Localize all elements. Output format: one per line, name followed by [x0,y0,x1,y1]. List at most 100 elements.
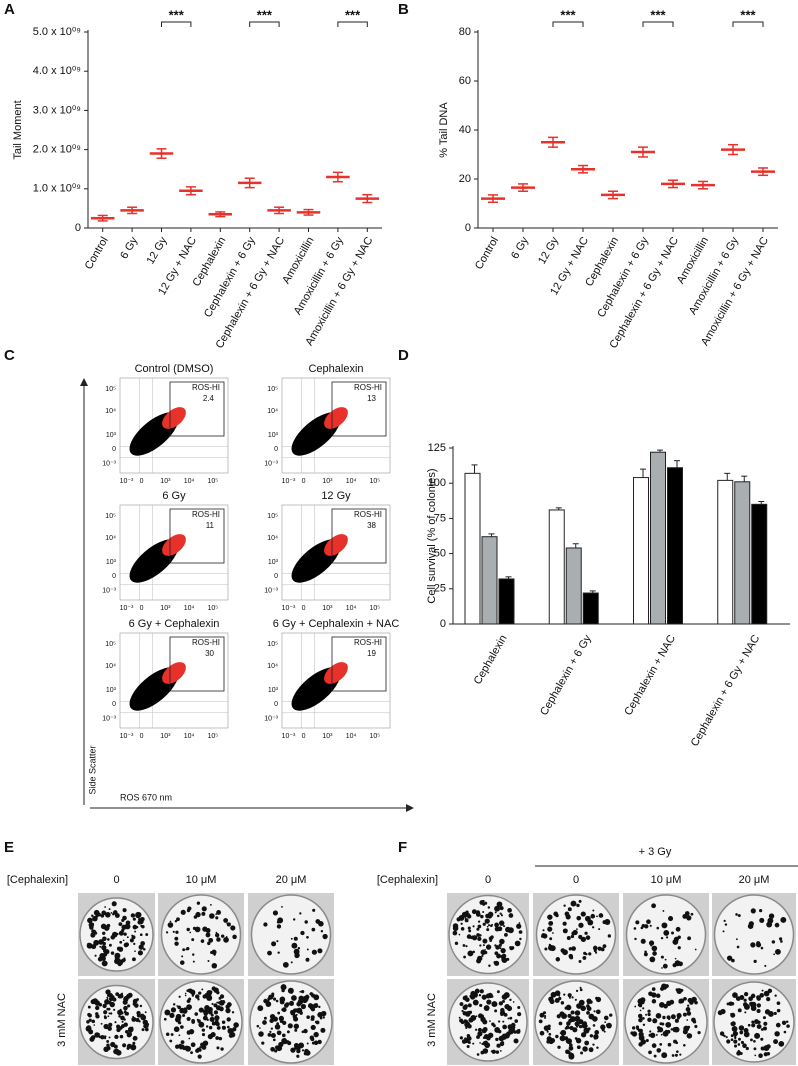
colony [100,1034,105,1040]
colony [725,1036,728,1039]
colony [644,950,647,954]
colony [739,1030,744,1035]
colony [177,1005,181,1010]
colony [481,954,484,957]
colony [169,1039,173,1043]
colony [135,925,139,929]
colony [674,1018,679,1023]
colony [661,967,663,969]
flow-x-tick: 10⁵ [370,478,381,485]
colony [480,1016,486,1023]
colony [106,996,109,999]
colony [271,941,277,947]
row-header: [Cephalexin] [7,874,68,886]
colony [228,1033,234,1038]
colony [554,990,561,996]
colony [487,911,494,918]
flow-x-tick: 10⁴ [184,733,195,740]
bar [633,477,649,625]
colony [131,1026,134,1029]
colony [588,1013,595,1020]
colony [97,956,103,962]
y-tick-label: 0 [440,618,446,630]
gate-label: ROS-HI [354,510,382,519]
colony [87,1012,91,1017]
colony [663,929,670,936]
flow-cloud-hi [162,662,186,684]
colony [181,1008,188,1014]
flow-y-tick: 10³ [268,687,279,694]
colony [452,925,459,932]
colony [125,925,129,928]
colony [760,1037,764,1041]
colony [484,901,488,905]
colony [574,1010,581,1016]
colony [737,914,741,918]
colony [100,923,107,930]
colony [565,1025,570,1030]
colony [760,946,764,950]
colony [299,1011,303,1015]
colony [221,1025,227,1030]
colony [124,995,129,1000]
colony [456,917,461,922]
colony [567,907,572,912]
flow-x-tick: 10⁻³ [282,605,296,612]
colony [484,918,490,924]
colony [592,1043,595,1046]
colony [575,1037,582,1044]
colony [466,1045,470,1049]
colony [659,1043,663,1046]
x-tick-label: Control [83,235,111,272]
x-tick-label: 6 Gy [509,235,531,262]
colony [659,1022,663,1026]
colony [660,936,664,940]
colony [188,1037,191,1040]
colony [576,903,580,908]
colony [543,1025,550,1031]
colony [488,964,491,968]
colony [676,1013,682,1019]
colony [466,1033,471,1038]
x-tick-label: 12 Gy [536,235,561,267]
colony [280,984,287,991]
flow-cloud-hi [324,407,348,429]
colony [655,1013,662,1019]
flow-x-tick: 10⁴ [346,733,357,740]
colony [94,1032,100,1038]
flow-y-label: Side Scatter [87,745,97,794]
colony [225,1008,231,1014]
colony [651,945,658,952]
colony [502,1024,507,1030]
colony [686,1004,690,1007]
colony [290,961,293,964]
colony [108,996,114,1002]
colony [215,1005,222,1011]
colony [483,1005,490,1011]
colony [543,1016,547,1019]
colony [555,957,561,962]
colony [108,908,111,911]
colony [517,1012,522,1017]
column-label: 10 μM [186,874,217,886]
dish [249,980,333,1064]
colony [192,926,197,930]
colony [486,999,492,1005]
colony [753,1039,756,1043]
colony [201,1033,206,1037]
column-label: 20 μM [276,874,307,886]
y-tick-label: 4.0 x 10⁰⁹ [33,65,81,77]
colony [651,903,657,909]
colony [509,1016,513,1020]
colony [464,1021,470,1027]
colony [210,1013,214,1017]
colony [263,922,268,927]
colony [205,1025,209,1028]
colony [572,1027,578,1033]
colony [122,925,126,929]
colony [191,1020,195,1024]
colony [198,1021,205,1028]
colony [207,941,211,946]
colony [108,943,112,947]
colony [562,921,567,926]
